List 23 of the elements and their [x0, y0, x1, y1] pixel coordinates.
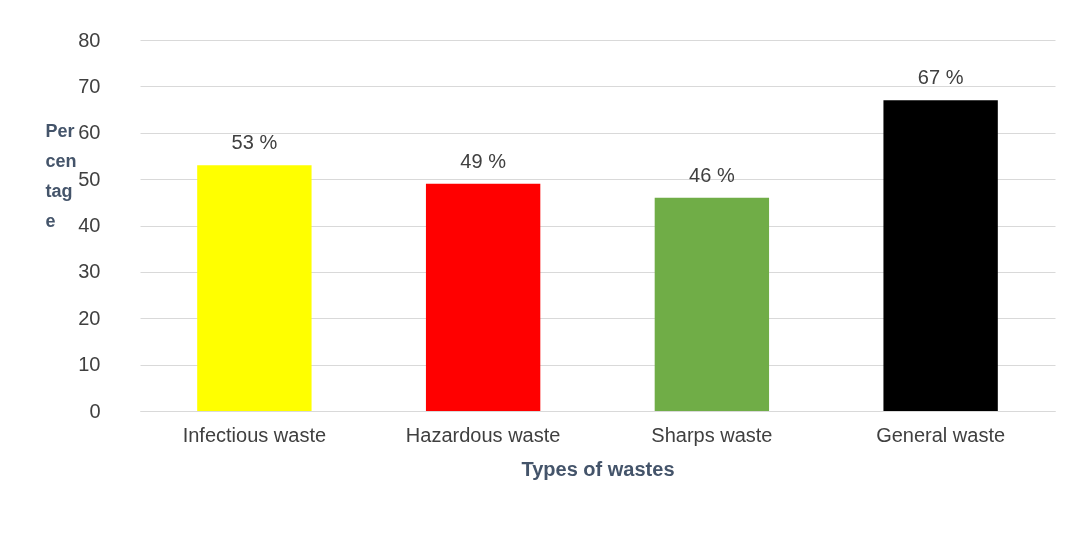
data-label: 53 % — [231, 131, 278, 154]
x-axis-title: Types of wastes — [521, 457, 675, 480]
x-tick-label: Hazardous waste — [405, 423, 561, 446]
bar — [425, 183, 541, 411]
bar — [197, 165, 312, 411]
data-label: 67 % — [917, 66, 964, 89]
y-tick-label: 20 — [78, 306, 101, 329]
data-label: 46 % — [689, 163, 735, 186]
y-tick-label: 80 — [78, 28, 101, 51]
y-tick-label: 10 — [78, 353, 101, 376]
x-tick-label: Sharps waste — [651, 423, 773, 446]
y-tick-label: 30 — [78, 260, 101, 283]
y-tick-label: 50 — [78, 167, 101, 190]
y-tick-label: 40 — [78, 214, 101, 236]
y-axis-title: Percentage — [45, 120, 77, 231]
y-tick-label: 60 — [78, 121, 101, 144]
x-tick-label: Infectious waste — [182, 423, 327, 446]
x-tick-label: General waste — [876, 423, 1006, 446]
y-tick-label: 70 — [78, 74, 101, 97]
bar — [883, 100, 998, 411]
data-label: 49 % — [460, 149, 507, 172]
bar — [654, 197, 770, 411]
y-tick-label: 0 — [89, 399, 101, 422]
